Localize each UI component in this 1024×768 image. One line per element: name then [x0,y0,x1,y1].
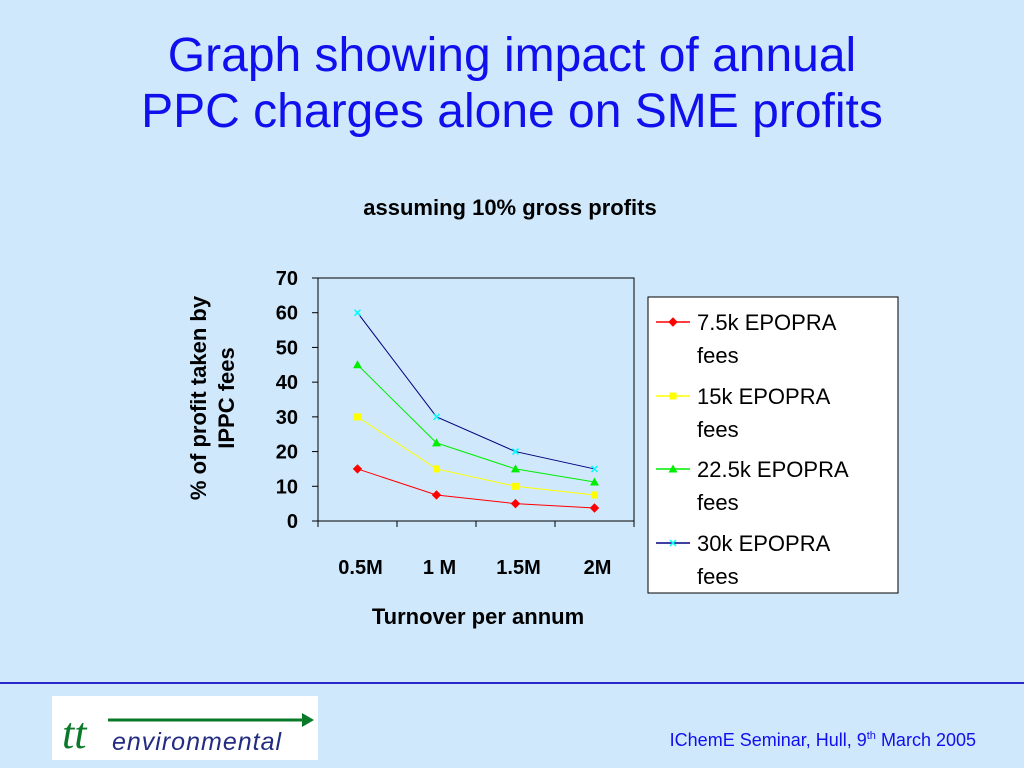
series-line-1 [357,468,595,509]
logo-tt-text: tt [62,709,88,758]
x-marker-stroke [590,465,599,473]
data-point [353,309,362,317]
data-point [591,491,598,499]
series-line-3 [357,364,595,483]
y-tick-label: 60 [276,303,298,325]
legend-label: 30k EPOPRA [697,531,831,556]
company-logo: tt environmental [52,696,318,760]
legend-label: 15k EPOPRA [697,384,831,409]
logo-arrow-head-icon [302,713,314,727]
logo-environmental-text: environmental [112,728,282,756]
data-point [432,413,441,421]
x-tick-label: 1.5M [496,557,540,579]
legend-marker [669,539,677,547]
legend-item: 7.5k EPOPRA fees [656,310,837,368]
data-point [352,464,363,474]
y-tick-label: 10 [276,476,298,498]
line-chart: assuming 10% gross profits 0 10 20 30 40 50 60 7… [186,195,899,629]
data-point [432,438,441,447]
x-tick-label: 2M [584,557,612,579]
data-point [510,498,521,509]
legend-label: 22.5k EPOPRA [697,457,849,482]
legend-label: fees [697,490,739,515]
chart-title: assuming 10% gross profits [363,195,656,220]
x-marker-stroke [432,413,441,421]
footer-suffix: March 2005 [875,730,976,750]
slide-title: Graph showing impact of annual PPC charg… [40,28,984,140]
legend-marker [668,317,678,327]
slide-title-line-1: Graph showing impact of annual [167,29,857,82]
x-marker-stroke [353,309,362,317]
x-marker-stroke [669,539,677,547]
x-tick-label: 1 M [423,557,456,579]
y-axis-label: % of profit taken by IPPC fees [186,295,239,500]
plot-area [317,277,635,522]
data-point [511,448,520,456]
x-marker-stroke [511,448,520,456]
y-tick-label: 20 [276,442,298,464]
data-point [353,360,362,369]
y-tick-label: 50 [276,337,298,359]
data-point [589,503,600,513]
data-point [433,465,440,473]
y-tick-label: 70 [276,268,298,290]
legend-label: fees [697,564,739,589]
data-point [354,413,361,421]
legend-marker [669,392,677,400]
y-tick-label: 0 [287,511,298,533]
logo-graphic: tt environmental [62,709,314,758]
data-point [512,482,519,490]
data-point [590,465,599,473]
x-axis-label: Turnover per annum [372,604,584,629]
y-axis-label-line: % of profit taken by [186,295,211,500]
data-point [590,477,599,486]
legend-marker [668,464,678,473]
y-tick-label: 30 [276,407,298,429]
series-line-2 [357,416,595,496]
x-tick-label: 0.5M [338,557,382,579]
y-tick-label: 40 [276,372,298,394]
footer-superscript: th [866,730,876,742]
footer-prefix: IChemE Seminar, Hull, 9 [669,730,867,750]
legend-label: fees [697,417,739,442]
legend-label: fees [697,343,739,368]
footer-divider [0,682,1024,684]
legend-item: 15k EPOPRA fees [656,384,831,442]
legend-item: 22.5k EPOPRA fees [656,457,849,515]
y-axis-label-line: IPPC fees [214,347,239,449]
slide-title-line-2: PPC charges alone on SME profits [141,85,883,138]
data-point [431,490,442,500]
legend-label: 7.5k EPOPRA [697,310,837,335]
data-point [511,464,520,473]
series-line-4 [357,312,595,470]
legend-item: 30k EPOPRA fees [656,531,831,589]
footer-caption: IChemE Seminar, Hull, 9th March 2005 [670,730,976,751]
